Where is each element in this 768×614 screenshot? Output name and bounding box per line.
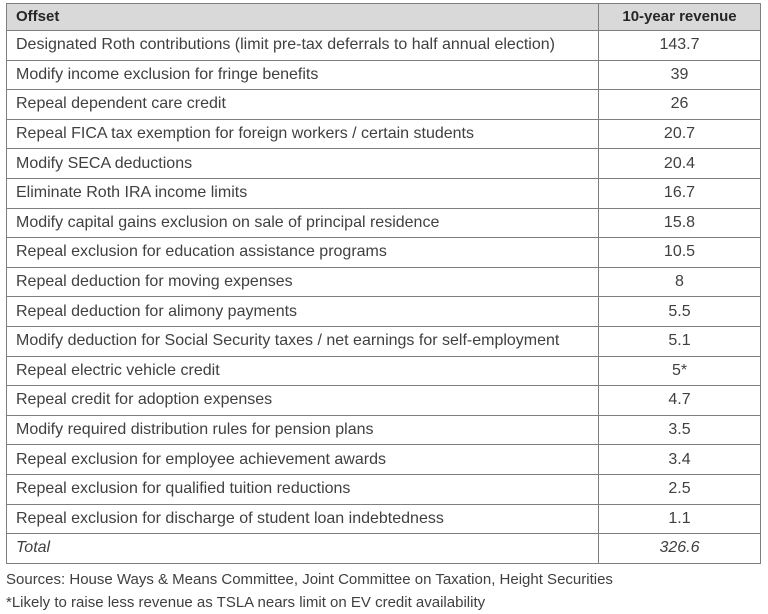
revenue-cell: 143.7 xyxy=(598,30,761,61)
header-10-year-revenue: 10-year revenue xyxy=(598,3,761,31)
revenue-cell: 16.7 xyxy=(598,177,761,209)
header-offset: Offset xyxy=(6,3,599,31)
table-row: Modify deduction for Social Security tax… xyxy=(6,325,761,357)
offset-cell: Repeal FICA tax exemption for foreign wo… xyxy=(6,118,599,150)
revenue-cell: 15.8 xyxy=(598,207,761,239)
offset-cell: Repeal exclusion for employee achievemen… xyxy=(6,444,599,475)
table-row: Eliminate Roth IRA income limits 16.7 xyxy=(6,177,761,209)
offset-cell: Repeal deduction for moving expenses xyxy=(6,266,599,298)
offset-cell: Repeal exclusion for education assistanc… xyxy=(6,237,599,268)
table-row: Repeal credit for adoption expenses 4.7 xyxy=(6,385,761,416)
offset-cell: Modify income exclusion for fringe benef… xyxy=(6,59,599,91)
table-row: Repeal exclusion for discharge of studen… xyxy=(6,503,761,535)
offset-cell: Designated Roth contributions (limit pre… xyxy=(6,30,599,61)
offset-cell: Repeal exclusion for qualified tuition r… xyxy=(6,473,599,505)
footnote: *Likely to raise less revenue as TSLA ne… xyxy=(6,593,486,611)
sources-note: Sources: House Ways & Means Committee, J… xyxy=(6,570,613,588)
revenue-cell: 4.7 xyxy=(598,385,761,416)
revenue-cell: 8 xyxy=(598,266,761,298)
offset-cell: Modify required distribution rules for p… xyxy=(6,414,599,446)
offset-cell: Modify SECA deductions xyxy=(6,148,599,179)
total-row: Total 326.6 xyxy=(6,533,761,564)
revenue-cell: 20.4 xyxy=(598,148,761,179)
table-row: Repeal FICA tax exemption for foreign wo… xyxy=(6,118,761,150)
total-value: 326.6 xyxy=(598,533,761,564)
table-row: Repeal deduction for alimony payments 5.5 xyxy=(6,296,761,327)
table-row: Modify SECA deductions 20.4 xyxy=(6,148,761,179)
table-row: Repeal exclusion for education assistanc… xyxy=(6,237,761,268)
table-row: Repeal exclusion for employee achievemen… xyxy=(6,444,761,475)
offset-cell: Eliminate Roth IRA income limits xyxy=(6,177,599,209)
table-row: Repeal dependent care credit 26 xyxy=(6,89,761,120)
table-row: Repeal electric vehicle credit 5* xyxy=(6,355,761,387)
offsets-table-container: Offset 10-year revenue Designated Roth c… xyxy=(6,3,761,614)
table-row: Designated Roth contributions (limit pre… xyxy=(6,30,761,61)
revenue-cell: 20.7 xyxy=(598,118,761,150)
revenue-cell: 2.5 xyxy=(598,473,761,505)
table-row: Modify income exclusion for fringe benef… xyxy=(6,59,761,91)
revenue-cell: 3.4 xyxy=(598,444,761,475)
offsets-table: Offset 10-year revenue Designated Roth c… xyxy=(6,3,761,564)
revenue-cell: 26 xyxy=(598,89,761,120)
offset-cell: Repeal exclusion for discharge of studen… xyxy=(6,503,599,535)
offset-cell: Repeal electric vehicle credit xyxy=(6,355,599,387)
table-row: Repeal exclusion for qualified tuition r… xyxy=(6,473,761,505)
table-row: Modify capital gains exclusion on sale o… xyxy=(6,207,761,239)
table-row: Modify required distribution rules for p… xyxy=(6,414,761,446)
offset-cell: Repeal credit for adoption expenses xyxy=(6,385,599,416)
revenue-cell: 5.1 xyxy=(598,325,761,357)
offset-cell: Repeal dependent care credit xyxy=(6,89,599,120)
table-notes: Sources: House Ways & Means Committee, J… xyxy=(6,568,760,614)
table-body: Designated Roth contributions (limit pre… xyxy=(6,30,761,564)
table-row: Repeal deduction for moving expenses 8 xyxy=(6,266,761,298)
revenue-cell: 10.5 xyxy=(598,237,761,268)
table-header-row: Offset 10-year revenue xyxy=(6,3,761,31)
revenue-cell: 5.5 xyxy=(598,296,761,327)
offset-cell: Modify deduction for Social Security tax… xyxy=(6,325,599,357)
revenue-cell: 39 xyxy=(598,59,761,91)
revenue-cell: 5* xyxy=(598,355,761,387)
total-label: Total xyxy=(6,533,599,564)
offset-cell: Repeal deduction for alimony payments xyxy=(6,296,599,327)
revenue-cell: 3.5 xyxy=(598,414,761,446)
revenue-cell: 1.1 xyxy=(598,503,761,535)
offset-cell: Modify capital gains exclusion on sale o… xyxy=(6,207,599,239)
